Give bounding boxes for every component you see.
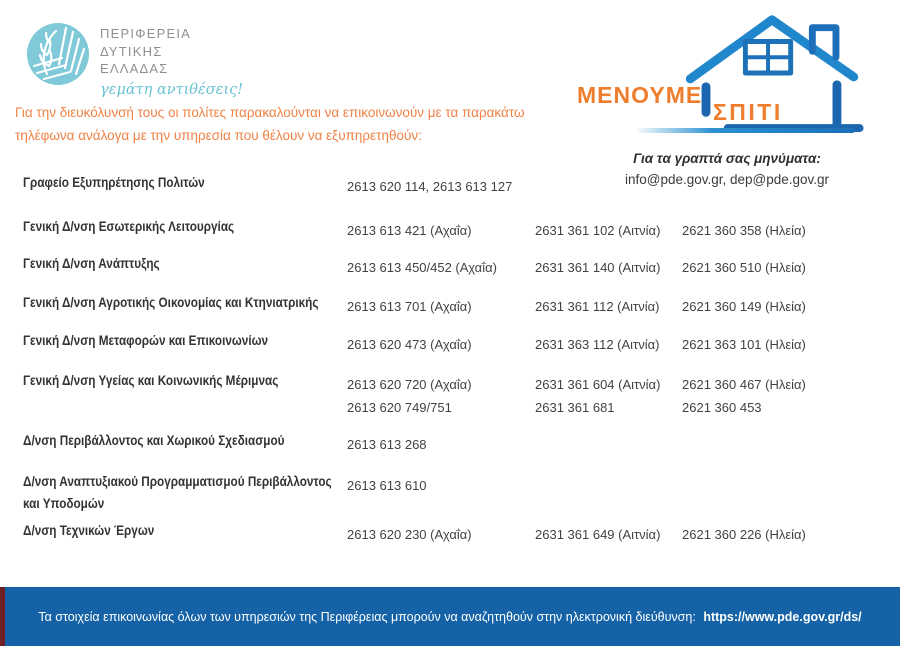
phone-numbers: 2613 613 610: [347, 478, 427, 493]
footer-note: Τα στοιχεία επικοινωνίας όλων των υπηρεσ…: [38, 609, 696, 624]
phone-numbers: 2613 613 450/452 (Αχαΐα): [347, 260, 497, 275]
phone-numbers: 2613 620 473 (Αχαΐα): [347, 337, 472, 352]
service-name: Γενική Δ/νση Υγείας και Κοινωνικής Μέριμ…: [23, 373, 279, 388]
written-messages-title: Για τα γραπτά σας μηνύματα:: [633, 151, 821, 166]
written-messages-block: Για τα γραπτά σας μηνύματα: info@pde.gov…: [598, 151, 856, 187]
phone-numbers: 2631 361 140 (Αιτνία): [535, 260, 661, 275]
org-name-line1: ΠΕΡΙΦΕΡΕΙΑ: [100, 26, 192, 41]
region-emblem-icon: [27, 23, 89, 85]
phone-numbers: 2613 620 230 (Αχαΐα): [347, 527, 472, 542]
phone-numbers: 2631 363 112 (Αιτνία): [535, 337, 660, 352]
phone-numbers: 2631 361 604 (Αιτνία) 2631 361 681: [535, 377, 661, 415]
directory: Γραφείο Εξυπηρέτησης Πολιτών 2613 620 114…: [23, 0, 883, 585]
footer-bar: Τα στοιχεία επικοινωνίας όλων των υπηρεσ…: [0, 587, 900, 646]
footer-text: Τα στοιχεία επικοινωνίας όλων των υπηρεσ…: [38, 610, 861, 624]
service-name: Δ/νση Περιβάλλοντος και Χωρικού Σχεδιασμ…: [23, 433, 285, 448]
org-name: ΠΕΡΙΦΕΡΕΙΑ ΔΥΤΙΚΗΣ ΕΛΛΑΔΑΣ: [100, 25, 191, 78]
phone-numbers: 2631 361 649 (Αιτνία): [535, 527, 661, 542]
service-name: Γενική Δ/νση Εσωτερικής Λειτουργίας: [23, 219, 235, 234]
menoume-spiti-logo: ΜΕΝΟΥΜΕ ΣΠΙΤΙ: [560, 0, 900, 150]
phone-numbers: 2613 613 701 (Αχαΐα): [347, 299, 472, 314]
phone-numbers: 2613 613 268: [347, 437, 427, 452]
phone-numbers: 2621 360 226 (Ηλεία): [682, 527, 806, 542]
org-tagline: γεμάτη αντιθέσεις!: [100, 82, 244, 98]
spiti-text: ΣΠΙΤΙ: [713, 99, 783, 125]
service-name: Γενική Δ/νση Ανάπτυξης: [23, 256, 160, 271]
phone-numbers: 2621 360 358 (Ηλεία): [682, 223, 806, 238]
phone-numbers: 2613 613 421 (Αχαΐα): [347, 223, 472, 238]
service-name: Δ/νση Τεχνικών Έργων: [23, 523, 155, 538]
phone-numbers: 2621 360 149 (Ηλεία): [682, 299, 806, 314]
region-logo: ΠΕΡΙΦΕΡΕΙΑ ΔΥΤΙΚΗΣ ΕΛΛΑΔΑΣ γεμάτη αντιθέ…: [26, 20, 356, 100]
org-name-line2: ΔΥΤΙΚΗΣ: [100, 43, 163, 59]
intro-paragraph: Για την διευκόλυνσή τους οι πολίτες παρα…: [15, 102, 525, 147]
intro-line2: τηλέφωνα ανάλογα με την υπηρεσία που θέλ…: [15, 127, 422, 143]
org-name-line3: ΕΛΛΑΔΑΣ: [100, 61, 169, 76]
logo-underline: [637, 128, 855, 133]
footer-accent-strip: [0, 587, 5, 646]
phone-numbers: 2621 363 101 (Ηλεία): [682, 337, 806, 352]
intro-line1: Για την διευκόλυνσή τους οι πολίτες παρα…: [15, 105, 525, 120]
service-name: Γενική Δ/νση Μεταφορών και Επικοινωνίων: [23, 333, 269, 348]
menoume-text: ΜΕΝΟΥΜΕ: [577, 82, 703, 108]
contact-emails[interactable]: info@pde.gov.gr, dep@pde.gov.gr: [624, 172, 830, 187]
phone-numbers: 2613 620 114, 2613 613 127: [347, 179, 513, 194]
footer-url-link[interactable]: https://www.pde.gov.gr/ds/: [703, 609, 862, 624]
phone-numbers: 2621 360 467 (Ηλεία) 2621 360 453: [682, 377, 806, 415]
service-name: Γενική Δ/νση Αγροτικής Οικονομίας και Κτ…: [23, 295, 319, 310]
phone-numbers: 2621 360 510 (Ηλεία): [682, 260, 806, 275]
phone-numbers: 2631 361 102 (Αιτνία): [535, 223, 661, 238]
service-name: Γραφείο Εξυπηρέτησης Πολιτών: [23, 175, 205, 190]
service-name: Δ/νση Αναπτυξιακού Προγραμματισμού Περιβ…: [23, 474, 332, 511]
phone-numbers: 2631 361 112 (Αιτνία): [535, 299, 660, 314]
phone-numbers: 2613 620 720 (Αχαΐα) 2613 620 749/751: [347, 377, 472, 415]
